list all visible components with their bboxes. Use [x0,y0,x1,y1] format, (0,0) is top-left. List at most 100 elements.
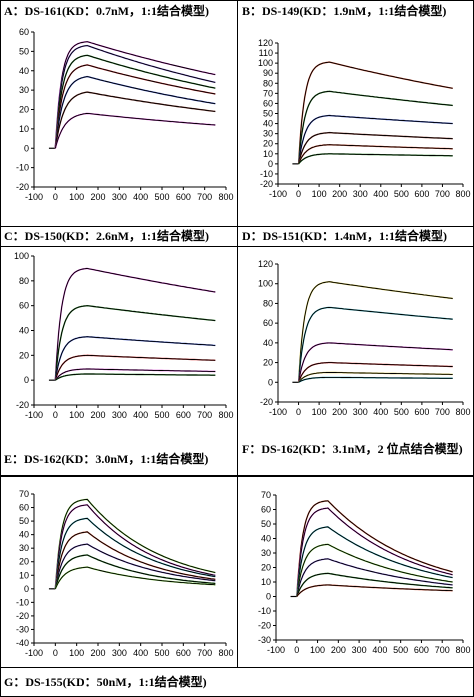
chart-panel-c: -20 0 20 40 60 80 100 -100 0 100 200 300 400 500 600 70… [14,251,234,420]
fit-curve [296,572,453,597]
fit-curve [54,305,216,381]
y-tick-label: 40 [19,326,29,336]
y-tick-label: 70 [19,489,29,499]
x-tick-label: 400 [373,189,388,199]
y-tick-label: 0 [268,377,273,387]
x-tick-label: 700 [435,645,450,655]
x-tick-label: 0 [53,192,58,202]
x-tick-label: 500 [393,645,408,655]
x-tick-label: -100 [25,648,43,658]
y-tick-label: 0 [24,584,29,594]
y-tick-label: 30 [263,129,273,139]
y-tick-label: 30 [19,85,29,95]
panel-e-caption: E：DS-162(KD：3.0nM，1:1结合模型) [4,452,209,466]
x-tick-label: -100 [25,192,43,202]
x-tick-label: 200 [331,645,346,655]
fit-curve [54,267,216,381]
y-tick-label: 40 [263,338,273,348]
panel-a-caption: A：DS-161(KD：0.7nM，1:1结合模型) [4,4,209,18]
x-tick-label: 0 [294,645,299,655]
fit-curve [298,362,453,383]
fit-curve [296,584,453,597]
x-tick-label: 500 [394,407,409,417]
y-tick-label: 10 [263,149,273,159]
x-tick-label: 800 [455,407,470,417]
fit-curve [54,554,216,589]
x-tick-label: 0 [53,410,58,420]
x-tick-label: 300 [112,192,127,202]
x-tick-label: 500 [154,192,169,202]
y-tick-label: -10 [258,606,271,616]
y-tick-label: 0 [24,143,29,153]
fit-curve [298,371,453,383]
y-tick-label: 60 [263,318,273,328]
x-tick-label: 800 [218,648,233,658]
x-tick-label: 500 [394,189,409,199]
y-tick-label: 100 [14,251,29,261]
x-tick-label: 200 [332,189,347,199]
fit-curve [54,45,216,149]
y-tick-label: 70 [263,88,273,98]
fit-curve [54,112,216,149]
x-tick-label: 300 [353,407,368,417]
fit-curve [54,41,216,149]
x-tick-label: 300 [112,648,127,658]
x-tick-label: 600 [414,189,429,199]
y-tick-label: -20 [16,611,29,621]
y-tick-label: 60 [19,27,29,37]
fit-curve [54,531,216,589]
y-tick-label: 40 [19,66,29,76]
x-tick-label: 700 [435,407,450,417]
fit-curve [298,144,453,165]
y-tick-label: 10 [19,570,29,580]
fit-curve [296,558,453,597]
fit-curve [54,64,216,149]
x-tick-label: 700 [435,189,450,199]
x-tick-label: 100 [310,645,325,655]
y-tick-label: -10 [16,597,29,607]
y-tick-label: 60 [19,301,29,311]
fit-curve [296,526,453,597]
x-tick-label: 100 [69,648,84,658]
x-tick-label: 200 [90,192,105,202]
x-tick-label: -100 [269,407,287,417]
y-tick-label: -20 [16,182,29,192]
panel-f-caption: F：DS-162(KD：3.1nM，2 位点结合模型) [242,442,463,456]
fit-curve [54,368,216,381]
fit-curve [54,566,216,589]
data-trace [296,543,453,597]
x-tick-label: -100 [25,410,43,420]
panel-d-caption: D：DS-151(KD：1.4nM，1:1结合模型) [242,229,447,243]
y-tick-label: 50 [19,516,29,526]
fit-curve [296,500,453,597]
y-tick-label: -30 [258,635,271,645]
y-tick-label: 20 [263,139,273,149]
y-tick-label: 70 [261,490,271,500]
x-tick-label: 500 [154,410,169,420]
fit-curve [54,91,216,149]
fit-curve [55,373,216,381]
fit-curve [54,543,216,589]
y-tick-label: 90 [263,68,273,78]
y-tick-label: 60 [261,505,271,515]
x-tick-label: 400 [372,645,387,655]
x-tick-label: 100 [312,407,327,417]
fit-curve [54,498,216,589]
x-tick-label: 300 [352,645,367,655]
y-tick-label: 10 [261,577,271,587]
x-tick-label: 100 [69,410,84,420]
y-tick-label: 50 [19,46,29,56]
y-tick-label: -20 [260,179,273,189]
x-tick-label: 800 [218,192,233,202]
data-trace [296,507,453,597]
y-tick-label: -40 [16,638,29,648]
y-tick-label: 0 [266,592,271,602]
x-tick-label: 0 [53,648,58,658]
x-tick-label: 600 [414,407,429,417]
y-tick-label: 120 [258,38,273,48]
x-tick-label: 100 [69,192,84,202]
x-tick-label: -100 [269,189,287,199]
y-tick-label: 30 [261,548,271,558]
